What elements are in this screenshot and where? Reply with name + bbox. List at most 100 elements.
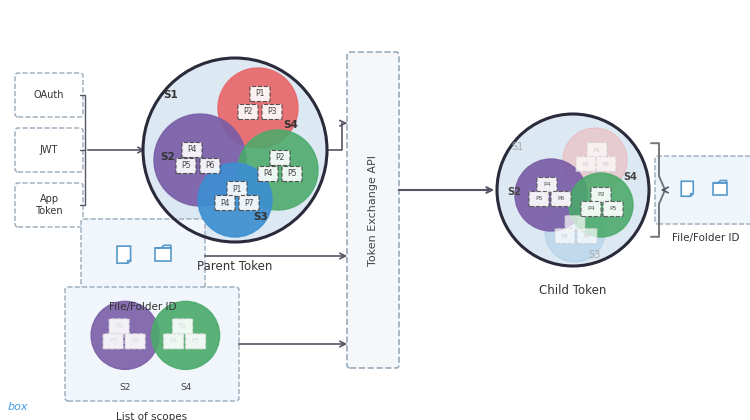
Text: P5: P5 <box>536 197 543 202</box>
FancyBboxPatch shape <box>215 195 235 210</box>
FancyBboxPatch shape <box>238 105 258 120</box>
FancyBboxPatch shape <box>250 87 270 102</box>
Circle shape <box>238 130 318 210</box>
FancyBboxPatch shape <box>347 52 399 368</box>
Polygon shape <box>713 183 727 195</box>
Text: P1: P1 <box>594 147 600 152</box>
FancyBboxPatch shape <box>258 166 278 181</box>
FancyBboxPatch shape <box>655 156 750 224</box>
FancyBboxPatch shape <box>227 181 247 197</box>
Text: P4: P4 <box>220 199 230 207</box>
Text: Parent Token: Parent Token <box>197 260 273 273</box>
FancyBboxPatch shape <box>587 142 607 158</box>
Polygon shape <box>128 260 130 263</box>
Text: S2: S2 <box>160 152 175 162</box>
Circle shape <box>515 159 587 231</box>
Text: Child Token: Child Token <box>539 284 607 297</box>
Text: S2: S2 <box>119 383 130 392</box>
FancyBboxPatch shape <box>262 105 282 120</box>
FancyBboxPatch shape <box>103 334 123 349</box>
Text: File/Folder ID: File/Folder ID <box>672 233 740 243</box>
FancyBboxPatch shape <box>596 157 616 171</box>
Circle shape <box>91 302 159 369</box>
Text: S3: S3 <box>253 212 268 222</box>
Text: P7: P7 <box>244 199 254 207</box>
FancyBboxPatch shape <box>555 228 575 244</box>
FancyBboxPatch shape <box>603 202 623 216</box>
FancyBboxPatch shape <box>182 142 202 158</box>
Text: P7: P7 <box>584 234 590 239</box>
Text: OAuth: OAuth <box>34 90 64 100</box>
Text: S2: S2 <box>507 187 520 197</box>
Text: P6: P6 <box>131 339 140 344</box>
FancyBboxPatch shape <box>239 195 259 210</box>
FancyBboxPatch shape <box>537 178 557 192</box>
FancyBboxPatch shape <box>109 319 129 334</box>
FancyBboxPatch shape <box>576 157 596 171</box>
Text: P2: P2 <box>178 323 187 329</box>
Text: P6: P6 <box>557 197 565 202</box>
FancyBboxPatch shape <box>172 319 193 334</box>
Text: box: box <box>8 402 28 412</box>
Text: S4: S4 <box>180 383 191 392</box>
Text: App
Token: App Token <box>35 194 63 216</box>
Text: S4: S4 <box>623 172 637 182</box>
Text: P5: P5 <box>182 162 190 171</box>
FancyBboxPatch shape <box>282 166 302 181</box>
FancyBboxPatch shape <box>15 73 83 117</box>
Circle shape <box>152 302 220 369</box>
Text: P5: P5 <box>191 339 200 344</box>
Text: P1: P1 <box>232 184 242 194</box>
Text: P4: P4 <box>543 183 550 187</box>
Text: Token Exchange API: Token Exchange API <box>368 155 378 265</box>
FancyBboxPatch shape <box>164 334 184 349</box>
FancyBboxPatch shape <box>200 158 220 173</box>
Polygon shape <box>713 181 727 183</box>
Circle shape <box>198 163 272 237</box>
Text: P4: P4 <box>263 170 273 178</box>
Text: S1: S1 <box>511 142 524 152</box>
Circle shape <box>154 114 246 206</box>
FancyBboxPatch shape <box>565 215 585 231</box>
FancyBboxPatch shape <box>15 128 83 172</box>
Polygon shape <box>155 248 171 261</box>
Circle shape <box>143 58 327 242</box>
Circle shape <box>563 128 627 192</box>
Polygon shape <box>117 246 130 263</box>
Polygon shape <box>155 245 171 248</box>
Text: S4: S4 <box>283 120 298 130</box>
Text: P4: P4 <box>188 145 196 155</box>
Text: P5: P5 <box>287 170 297 178</box>
Text: P4: P4 <box>562 234 568 239</box>
Polygon shape <box>690 193 693 196</box>
Text: P2: P2 <box>583 162 590 166</box>
Text: P4: P4 <box>587 207 595 212</box>
Text: File/Folder ID: File/Folder ID <box>110 302 177 312</box>
Text: S1: S1 <box>163 90 178 100</box>
Polygon shape <box>681 181 693 196</box>
Text: S3: S3 <box>588 250 600 260</box>
FancyBboxPatch shape <box>15 183 83 227</box>
Text: P3: P3 <box>603 162 609 166</box>
Text: P5: P5 <box>609 207 616 212</box>
FancyBboxPatch shape <box>551 192 571 207</box>
Text: P2: P2 <box>243 108 253 116</box>
Circle shape <box>545 202 605 262</box>
Text: P6: P6 <box>206 162 214 171</box>
FancyBboxPatch shape <box>81 219 205 293</box>
Circle shape <box>497 114 649 266</box>
FancyBboxPatch shape <box>529 192 549 207</box>
FancyBboxPatch shape <box>581 202 601 216</box>
FancyBboxPatch shape <box>577 228 597 244</box>
Text: P1: P1 <box>255 89 265 99</box>
Text: JWT: JWT <box>40 145 58 155</box>
FancyBboxPatch shape <box>65 287 239 401</box>
FancyBboxPatch shape <box>125 334 145 349</box>
Text: P4: P4 <box>115 323 123 329</box>
FancyBboxPatch shape <box>270 150 290 165</box>
Text: P1: P1 <box>572 220 578 226</box>
Text: P4: P4 <box>170 339 178 344</box>
FancyBboxPatch shape <box>185 334 206 349</box>
Text: P3: P3 <box>267 108 277 116</box>
Text: P5: P5 <box>109 339 117 344</box>
